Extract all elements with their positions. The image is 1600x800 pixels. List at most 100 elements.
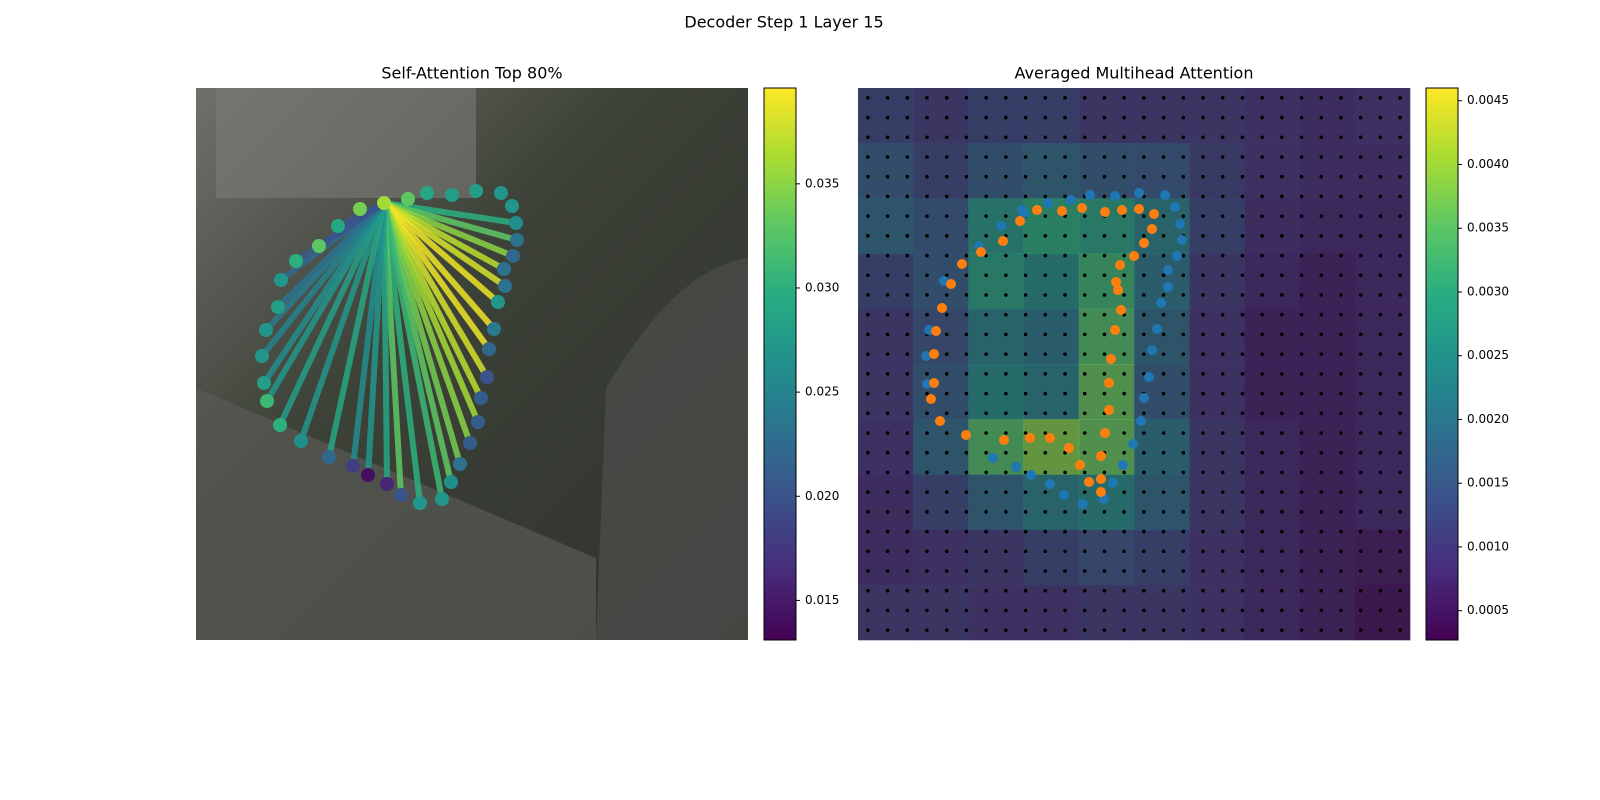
grid-dot bbox=[1082, 549, 1087, 554]
heat-cell bbox=[968, 88, 1025, 144]
grid-dot bbox=[984, 608, 988, 613]
grid-dot bbox=[1260, 194, 1264, 199]
grid-dot bbox=[984, 549, 988, 554]
grid-dot bbox=[1142, 174, 1146, 179]
grid-dot bbox=[1122, 96, 1126, 100]
grid-dot bbox=[984, 96, 988, 100]
grid-dot bbox=[1280, 450, 1284, 455]
grid-dot bbox=[1004, 588, 1008, 593]
grid-dot bbox=[1043, 214, 1048, 218]
grid-dot bbox=[1299, 372, 1304, 376]
heat-cell bbox=[1023, 529, 1080, 586]
grid-dot bbox=[1339, 569, 1343, 573]
grid-dot bbox=[964, 372, 969, 376]
grid-dot bbox=[1004, 450, 1008, 455]
grid-dot bbox=[1142, 214, 1146, 218]
heat-cell bbox=[913, 474, 969, 531]
grid-dot bbox=[1378, 628, 1383, 632]
grid-dot bbox=[944, 312, 949, 317]
heat-cell bbox=[1354, 584, 1411, 641]
grid-dot bbox=[1122, 253, 1126, 258]
grid-dot bbox=[1240, 529, 1245, 534]
grid-dot bbox=[905, 510, 910, 514]
grid-dot bbox=[1260, 490, 1264, 494]
point bbox=[1110, 325, 1120, 335]
point bbox=[1147, 345, 1157, 355]
image-wall bbox=[216, 88, 476, 198]
grid-dot bbox=[984, 155, 988, 159]
grid-dot bbox=[1161, 214, 1166, 218]
grid-dot bbox=[1181, 529, 1186, 534]
heat-cell bbox=[1299, 308, 1356, 365]
grid-dot bbox=[1181, 470, 1186, 475]
grid-dot bbox=[1082, 352, 1087, 356]
grid-dot bbox=[1240, 293, 1245, 297]
colorbar-tick-label: 0.0025 bbox=[1467, 348, 1509, 362]
point bbox=[1019, 208, 1029, 218]
grid-dot bbox=[1319, 273, 1324, 278]
heat-cell bbox=[858, 143, 914, 199]
grid-dot bbox=[905, 115, 910, 120]
grid-dot bbox=[1319, 194, 1324, 199]
grid-dot bbox=[905, 312, 910, 317]
grid-dot bbox=[944, 253, 949, 258]
grid-dot bbox=[1299, 312, 1304, 317]
grid-dot bbox=[1339, 391, 1343, 396]
grid-dot bbox=[1181, 490, 1186, 494]
grid-dot bbox=[925, 115, 929, 120]
point bbox=[1144, 372, 1154, 382]
grid-dot bbox=[1358, 312, 1363, 317]
heat-cell bbox=[1299, 198, 1356, 255]
grid-dot bbox=[1220, 135, 1225, 140]
heat-cell bbox=[1354, 253, 1411, 310]
grid-dot bbox=[984, 332, 988, 337]
grid-dot bbox=[1023, 312, 1028, 317]
heat-cell bbox=[913, 529, 969, 586]
grid-dot bbox=[1260, 431, 1264, 435]
grid-dot bbox=[944, 155, 949, 159]
grid-dot bbox=[905, 529, 910, 534]
grid-dot bbox=[1142, 431, 1146, 435]
grid-dot bbox=[1319, 332, 1324, 337]
heat-cell bbox=[1299, 474, 1356, 531]
grid-dot bbox=[1122, 411, 1126, 416]
grid-dot bbox=[925, 273, 929, 278]
grid-dot bbox=[944, 549, 949, 554]
grid-dot bbox=[1043, 115, 1048, 120]
grid-dot bbox=[1378, 96, 1383, 100]
grid-dot bbox=[1082, 96, 1087, 100]
grid-dot bbox=[1043, 96, 1048, 100]
grid-dot bbox=[1082, 234, 1087, 238]
grid-dot bbox=[1122, 214, 1126, 218]
grid-dot bbox=[1102, 608, 1107, 613]
grid-dot bbox=[984, 293, 988, 297]
grid-dot bbox=[885, 490, 890, 494]
grid-dot bbox=[1063, 352, 1067, 356]
grid-dot bbox=[1358, 332, 1363, 337]
grid-dot bbox=[1122, 332, 1126, 337]
grid-dot bbox=[1378, 135, 1383, 140]
grid-dot bbox=[866, 569, 870, 573]
grid-dot bbox=[1240, 214, 1245, 218]
point bbox=[1175, 219, 1185, 229]
grid-dot bbox=[1063, 608, 1067, 613]
grid-dot bbox=[1378, 293, 1383, 297]
heat-cell bbox=[968, 529, 1025, 586]
grid-dot bbox=[1398, 549, 1402, 554]
grid-dot bbox=[1122, 510, 1126, 514]
heat-cell bbox=[1244, 308, 1301, 365]
grid-dot bbox=[925, 510, 929, 514]
grid-dot bbox=[1004, 549, 1008, 554]
grid-dot bbox=[866, 352, 870, 356]
grid-dot bbox=[1161, 273, 1166, 278]
colorbar-tick-label: 0.0015 bbox=[1467, 476, 1509, 490]
grid-dot bbox=[1063, 529, 1067, 534]
grid-dot bbox=[866, 372, 870, 376]
grid-dot bbox=[925, 588, 929, 593]
grid-dot bbox=[1339, 155, 1343, 159]
grid-dot bbox=[1260, 529, 1264, 534]
grid-dot bbox=[1063, 115, 1067, 120]
point bbox=[929, 349, 939, 359]
grid-dot bbox=[1161, 372, 1166, 376]
point bbox=[257, 376, 271, 390]
